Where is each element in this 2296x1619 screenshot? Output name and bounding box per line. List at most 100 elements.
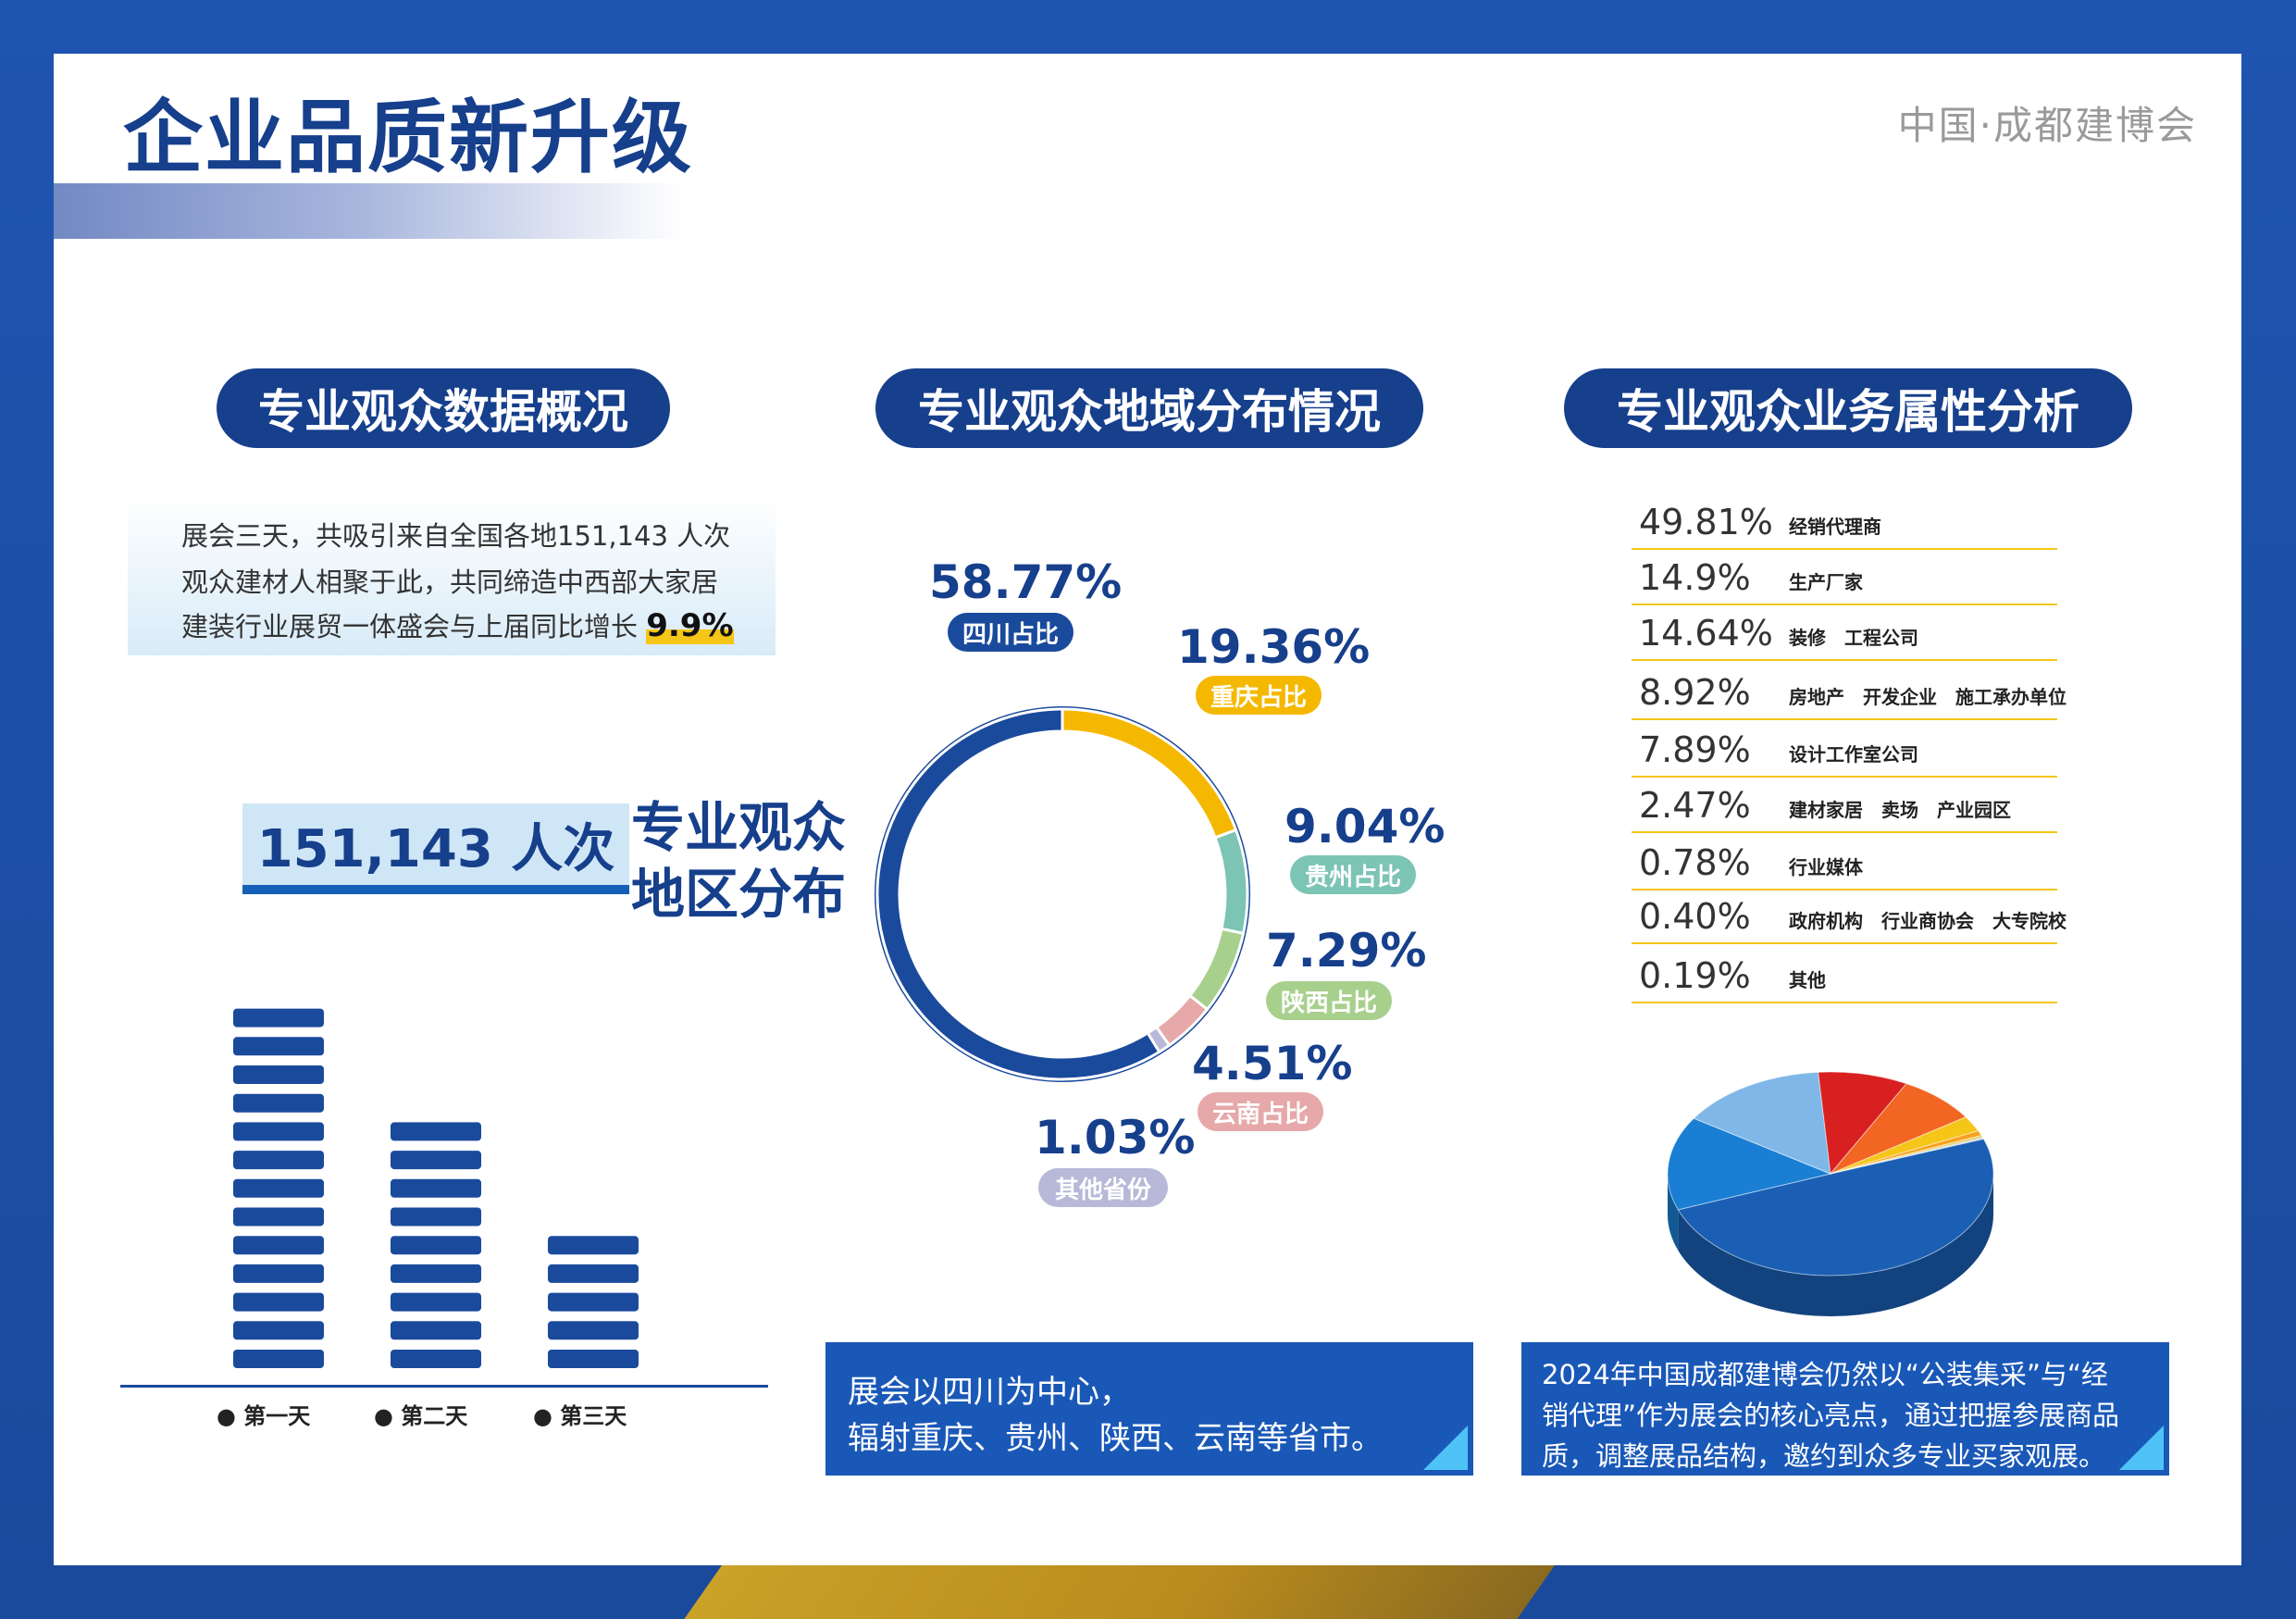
business-row: 0.40% 政府机构 行业商协会 大专院校 [1632, 887, 2066, 944]
day-bars-baseline [120, 1385, 768, 1388]
region-tag-shaanxi: 陕西占比 [1266, 981, 1392, 1020]
day-bar-segment [233, 1350, 324, 1368]
business-note-line-2: 销代理”作为展会的核心亮点，通过把握参展商品 [1542, 1400, 2120, 1431]
business-pct: 7.89% [1639, 729, 1751, 770]
day-bar-segment [233, 1093, 324, 1113]
day-bar-segment [391, 1207, 481, 1227]
business-name: 行业媒体 [1789, 856, 1863, 878]
total-visitors: 151,143 人次 [242, 803, 629, 885]
region-pct-others: 1.03% [1035, 1111, 1196, 1164]
business-name: 政府机构 行业商协会 大专院校 [1789, 910, 2066, 932]
business-pct: 14.9% [1639, 557, 1751, 598]
business-pct: 49.81% [1639, 502, 1773, 542]
business-row: 8.92% 房地产 开发企业 施工承办单位 [1632, 663, 2066, 720]
decorative-gold-strip [684, 1564, 1556, 1619]
day-bar-segment [548, 1292, 639, 1312]
day-bar-segment [233, 1008, 324, 1027]
intro-line-1: 展会三天，共吸引来自全国各地151,143 人次 [181, 520, 731, 552]
day-bar-segment [233, 1151, 324, 1170]
pie-slice [1818, 1071, 1907, 1176]
section-heading-business: 专业观众业务属性分析 [1564, 368, 2132, 448]
region-tag-chongqing: 重庆占比 [1196, 676, 1322, 715]
business-note-box: 2024年中国成都建博会仍然以“公装集采”与“经 销代理”作为展会的核心亮点，通… [1521, 1342, 2169, 1476]
business-3d-pie-chart [1667, 1071, 1994, 1316]
pie-slice-side [1678, 1174, 1993, 1316]
day-bar-segment [233, 1321, 324, 1340]
business-pct: 14.64% [1639, 613, 1773, 654]
page-title: 企业品质新升级 [123, 92, 693, 184]
bullet-icon: ● [533, 1403, 561, 1429]
business-row: 14.9% 生产厂家 [1632, 548, 2057, 605]
donut-center-line-2: 地区分布 [630, 863, 846, 926]
business-row: 14.64% 装修 工程公司 [1632, 604, 2057, 661]
region-tag-others: 其他省份 [1038, 1168, 1168, 1207]
pie-slice [1693, 1071, 1831, 1175]
business-row: 2.47% 建材家居 卖场 产业园区 [1632, 776, 2057, 833]
business-name: 经销代理商 [1789, 516, 1881, 538]
region-pct-shaanxi: 7.29% [1266, 924, 1427, 978]
donut-center-label: 专业观众 地区分布 [572, 794, 905, 928]
title-gradient-bar [54, 183, 683, 239]
day-bar-segment [391, 1264, 481, 1283]
bullet-icon: ● [374, 1403, 402, 1429]
day-bar-segment [233, 1292, 324, 1312]
day-bar-segment [548, 1236, 639, 1255]
business-name: 建材家居 卖场 产业园区 [1789, 799, 2011, 821]
day-bar-segment [391, 1178, 481, 1198]
business-name: 其他 [1789, 969, 1826, 991]
day-bar-segment [548, 1321, 639, 1340]
region-note-line-2: 辐射重庆、贵州、陕西、云南等省市。 [848, 1420, 1383, 1457]
day-bar-segment [233, 1065, 324, 1084]
day-bar-segment [233, 1264, 324, 1283]
intro-line-3: 建装行业展贸一体盛会与上届同比增长 9.9% [181, 605, 734, 644]
pie-slice [1667, 1117, 1832, 1211]
pie-slice [1830, 1137, 1985, 1175]
region-pct-guizhou: 9.04% [1285, 800, 1446, 853]
content-panel: 企业品质新升级 中国·成都建博会 专业观众数据概况 展会三天，共吸引来自全国各地… [54, 54, 2241, 1565]
intro-line-3-text: 建装行业展贸一体盛会与上届同比增长 [181, 611, 639, 642]
day-bars-graphic [233, 1008, 639, 1368]
total-underline [242, 885, 629, 894]
business-row: 49.81% 经销代理商 [1632, 492, 2057, 550]
pie-slice [1677, 1138, 1994, 1277]
day-bar-segment [233, 1178, 324, 1198]
donut-center-line-1: 专业观众 [630, 796, 846, 859]
business-name: 设计工作室公司 [1789, 743, 1918, 766]
section-heading-region: 专业观众地域分布情况 [875, 368, 1423, 448]
region-pct-chongqing: 19.36% [1177, 620, 1371, 674]
business-name: 生产厂家 [1789, 571, 1863, 593]
day-bar-segment [548, 1350, 639, 1368]
day-label-1: ● 第一天 [217, 1403, 311, 1429]
day-bar-segment [391, 1122, 481, 1141]
business-pct: 0.78% [1639, 842, 1751, 883]
region-tag-sichuan: 四川占比 [948, 613, 1074, 652]
day-bar-segment [233, 1037, 324, 1056]
day-label-3: ● 第三天 [533, 1403, 627, 1429]
region-note-line-1: 展会以四川为中心， [848, 1374, 1131, 1411]
business-row: 7.89% 设计工作室公司 [1632, 720, 2057, 778]
business-name: 装修 工程公司 [1789, 627, 1918, 649]
day-bar-segment [233, 1122, 324, 1141]
day-bar-segment [391, 1350, 481, 1368]
business-pct: 0.19% [1639, 955, 1751, 996]
day-bar-segment [391, 1236, 481, 1255]
region-tag-guizhou: 贵州占比 [1290, 855, 1416, 894]
day-bar-segment [548, 1264, 639, 1283]
overview-intro-box: 展会三天，共吸引来自全国各地151,143 人次 观众建材人相聚于此，共同缔造中… [128, 496, 776, 655]
brand-logo-text: 中国·成都建博会 [1897, 103, 2197, 148]
business-name: 房地产 开发企业 施工承办单位 [1789, 686, 2066, 708]
business-pct: 8.92% [1639, 672, 1751, 713]
business-note-line-1: 2024年中国成都建博会仍然以“公装集采”与“经 [1542, 1359, 2108, 1390]
growth-highlight: 9.9% [646, 607, 734, 644]
business-pct: 0.40% [1639, 896, 1751, 937]
business-pct: 2.47% [1639, 785, 1751, 826]
day-bar-segment [391, 1292, 481, 1312]
corner-accent-icon [2119, 1426, 2164, 1470]
intro-line-2: 观众建材人相聚于此，共同缔造中西部大家居 [181, 567, 719, 598]
region-pct-yunnan: 4.51% [1192, 1037, 1353, 1090]
day-label-2: ● 第二天 [374, 1403, 468, 1429]
business-row: 0.78% 行业媒体 [1632, 833, 2057, 890]
donut-hole [900, 731, 1225, 1057]
section-heading-overview: 专业观众数据概况 [217, 368, 670, 448]
bullet-icon: ● [217, 1403, 244, 1429]
